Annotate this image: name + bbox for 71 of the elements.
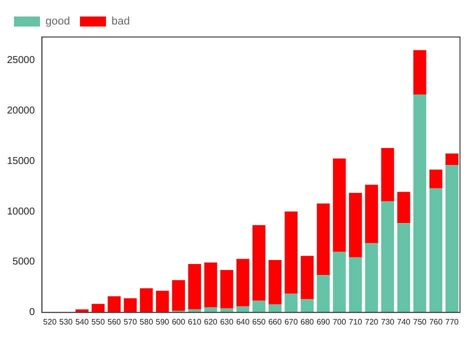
x-tick-label: 700 [332, 317, 347, 326]
bar [268, 304, 282, 312]
x-tick-label: 680 [300, 317, 314, 326]
x-tick-label: 550 [91, 317, 106, 326]
x-tick-label: 630 [220, 317, 234, 326]
x-tick-label: 740 [397, 317, 411, 326]
x-tick-label: 640 [236, 317, 250, 326]
x-tick-label: 690 [316, 317, 330, 326]
x-tick-label: 760 [429, 317, 444, 326]
y-tick-label: 5000 [12, 256, 36, 268]
x-tick-label: 600 [172, 317, 186, 326]
x-tick-label: 540 [75, 317, 90, 326]
bar [300, 256, 314, 300]
x-tick-label: 670 [284, 317, 298, 326]
bar [446, 165, 458, 312]
bar [124, 298, 137, 312]
x-tick-label: 650 [252, 317, 266, 326]
x-tick-label: 720 [364, 317, 379, 326]
bar [381, 148, 394, 202]
bar [284, 212, 298, 294]
x-tick-label: 620 [204, 317, 218, 326]
y-tick-label: 20000 [6, 105, 36, 116]
bar [349, 257, 362, 312]
bar [349, 192, 362, 258]
bar [381, 201, 394, 312]
bar [92, 304, 105, 312]
bar [236, 306, 250, 312]
bar [284, 294, 298, 312]
bar [365, 184, 378, 244]
bar [413, 94, 426, 312]
bar [140, 288, 153, 312]
bar [268, 260, 282, 304]
bar [429, 188, 442, 312]
x-tick-label: 560 [108, 317, 122, 326]
bar [446, 154, 458, 166]
legend-label: good [46, 16, 70, 28]
y-tick-label: 10000 [6, 206, 36, 218]
bar [236, 258, 250, 306]
bar [204, 262, 218, 308]
bar [397, 192, 410, 224]
bar [332, 252, 346, 312]
bar [108, 296, 121, 312]
bar [188, 264, 202, 310]
bar [332, 158, 346, 252]
x-tick-label: 520 [43, 317, 58, 326]
x-tick-label: 610 [188, 317, 202, 326]
bar [156, 290, 169, 312]
x-tick-label: 710 [348, 317, 363, 326]
x-tick-label: 530 [59, 317, 74, 326]
bar [252, 225, 266, 301]
bar [220, 270, 234, 308]
bar [316, 275, 330, 312]
y-tick-label: 25000 [6, 54, 36, 66]
bar [397, 223, 410, 312]
bar [365, 243, 378, 312]
x-tick-label: 570 [124, 317, 138, 326]
legend-label: bad [111, 16, 130, 28]
x-tick-label: 590 [156, 317, 170, 326]
x-tick-label: 770 [445, 317, 460, 326]
x-tick-label: 750 [413, 317, 428, 326]
y-tick-label: 0 [29, 307, 36, 318]
x-tick-label: 660 [268, 317, 282, 326]
x-tick-label: 730 [380, 317, 395, 326]
bar [172, 280, 185, 311]
bar [300, 299, 314, 312]
bar [252, 300, 266, 312]
bar [316, 203, 330, 276]
bar [429, 170, 442, 188]
bar [413, 50, 426, 94]
x-tick-label: 580 [140, 317, 154, 326]
y-tick-label: 15000 [6, 156, 36, 167]
